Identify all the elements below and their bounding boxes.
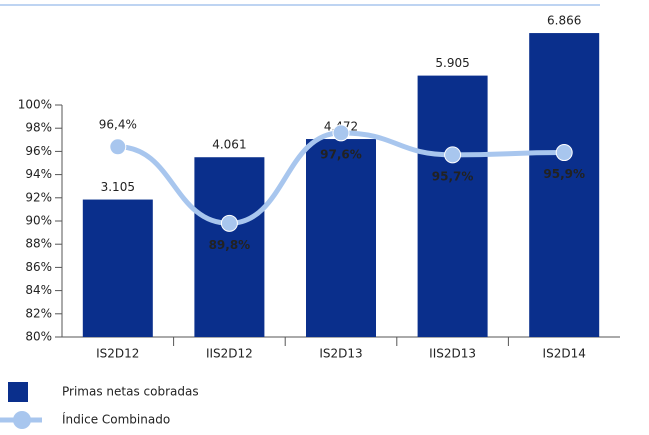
y-tick-label: 94% bbox=[25, 167, 52, 181]
line-marker bbox=[332, 124, 350, 142]
legend-label: Primas netas cobradas bbox=[62, 385, 199, 399]
bar bbox=[194, 157, 265, 337]
bar bbox=[82, 199, 153, 337]
bar bbox=[529, 33, 600, 338]
y-tick-label: 90% bbox=[25, 214, 52, 228]
x-tick-label: IS2D13 bbox=[319, 347, 362, 361]
bar-value-label: 3.105 bbox=[101, 180, 135, 194]
y-tick-label: 84% bbox=[25, 283, 52, 297]
y-tick-label: 100% bbox=[18, 98, 52, 112]
x-tick-label: IS2D12 bbox=[96, 347, 139, 361]
y-tick-label: 88% bbox=[25, 237, 52, 251]
y-tick-label: 80% bbox=[25, 330, 52, 344]
bar-value-label: 6.866 bbox=[547, 14, 581, 28]
bar bbox=[417, 75, 488, 337]
line-value-label: 96,4% bbox=[99, 117, 137, 131]
line-value-label: 97,6% bbox=[320, 147, 362, 161]
y-tick-label: 92% bbox=[25, 190, 52, 204]
y-tick-label: 98% bbox=[25, 121, 52, 135]
line-value-label: 95,9% bbox=[543, 167, 585, 181]
line-marker bbox=[220, 214, 238, 232]
line-marker bbox=[444, 146, 462, 164]
bar-value-label: 4.061 bbox=[212, 138, 246, 152]
legend-marker bbox=[13, 411, 31, 429]
x-tick-label: IIS2D12 bbox=[206, 347, 253, 361]
legend-swatch bbox=[8, 382, 28, 402]
y-tick-label: 82% bbox=[25, 306, 52, 320]
y-tick-label: 96% bbox=[25, 144, 52, 158]
line-marker bbox=[109, 138, 127, 156]
bar-value-label: 5.905 bbox=[435, 56, 469, 70]
bar bbox=[306, 139, 376, 337]
line-value-label: 95,7% bbox=[432, 169, 474, 183]
line-value-label: 89,8% bbox=[209, 238, 251, 252]
x-tick-label: IIS2D13 bbox=[429, 347, 476, 361]
line bbox=[117, 130, 565, 226]
y-tick-label: 86% bbox=[25, 260, 52, 274]
legend-label: Índice Combinado bbox=[62, 412, 170, 427]
x-tick-label: IS2D14 bbox=[543, 347, 586, 361]
line-marker bbox=[555, 144, 573, 162]
